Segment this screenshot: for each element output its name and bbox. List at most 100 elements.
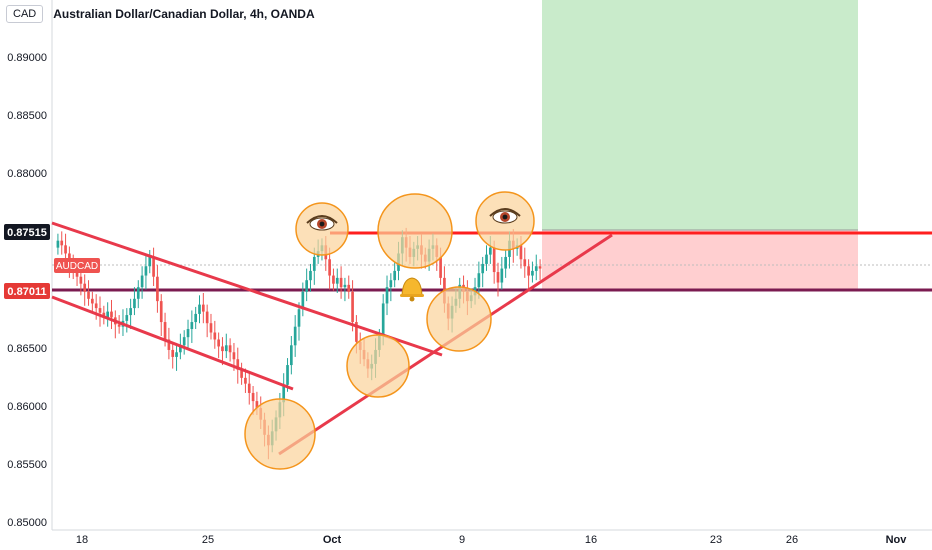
x-tick-label: Nov <box>886 534 908 546</box>
candle-down <box>496 272 500 283</box>
candle-up <box>136 287 140 299</box>
candle-down <box>492 247 496 273</box>
candle-down <box>519 245 523 260</box>
candle-up <box>309 270 312 281</box>
candle-up <box>144 266 148 276</box>
candle-down <box>255 401 259 409</box>
candle-down <box>355 322 358 342</box>
x-tick-label: 18 <box>76 534 88 546</box>
candle-down <box>201 304 205 312</box>
candle-down <box>171 349 175 357</box>
candle-down <box>523 259 527 267</box>
channel-upper-trendline[interactable] <box>51 221 443 357</box>
candle-up <box>500 268 504 283</box>
y-tick-label: 0.88500 <box>7 110 47 122</box>
candle-down <box>247 383 251 393</box>
candle-down <box>527 266 530 276</box>
channel-lower-trendline[interactable] <box>51 295 294 391</box>
candle-up <box>531 270 534 276</box>
highlight-circle-dip <box>426 286 492 352</box>
candle-up <box>481 263 485 274</box>
candle-down <box>332 275 335 284</box>
candle-up <box>190 322 194 330</box>
price-tag-support: 0.87011 <box>4 283 50 299</box>
y-tick-label: 0.85500 <box>7 459 47 471</box>
candle-down <box>83 283 87 292</box>
y-tick-label: 0.89000 <box>7 52 47 64</box>
y-tick-label: 0.85000 <box>7 517 47 529</box>
candle-up <box>343 284 347 288</box>
candle-down <box>240 369 243 378</box>
candle-up <box>186 329 190 338</box>
candle-down <box>236 359 240 370</box>
candle-up <box>56 240 60 248</box>
chart-title: Australian Dollar/Canadian Dollar, 4h, O… <box>53 7 315 21</box>
candle-up <box>301 291 305 310</box>
candle-up <box>175 352 178 357</box>
candle-up <box>282 384 286 403</box>
candle-up <box>198 304 201 314</box>
candle-down <box>213 332 217 340</box>
candle-up <box>290 345 293 366</box>
candle-up <box>385 287 389 304</box>
candle-down <box>167 339 171 350</box>
candle-up <box>488 247 492 255</box>
candle-up <box>179 345 182 353</box>
candle-down <box>538 266 542 269</box>
x-tick-label: 26 <box>786 534 798 546</box>
candle-up <box>140 275 144 288</box>
candle-down <box>328 259 331 276</box>
candle-down <box>102 312 106 318</box>
candle-up <box>305 280 308 292</box>
highlight-circle-low <box>244 398 316 470</box>
candle-up <box>485 254 488 264</box>
candle-up <box>129 308 132 316</box>
x-tick-label: 25 <box>202 534 214 546</box>
target-zone <box>542 0 858 230</box>
candle-down <box>94 303 98 309</box>
x-tick-label: 16 <box>585 534 597 546</box>
candle-up <box>335 277 339 284</box>
candle-up <box>224 345 228 352</box>
candle-down <box>339 277 343 288</box>
candle-down <box>117 324 121 327</box>
eye-icon <box>306 215 338 231</box>
price-tag-resistance: 0.87515 <box>4 224 50 240</box>
y-tick-label: 0.86500 <box>7 343 47 355</box>
candle-up <box>389 280 393 288</box>
candle-down <box>75 272 79 277</box>
candle-down <box>98 308 102 313</box>
candle-down <box>217 339 220 347</box>
candle-up <box>125 315 129 321</box>
candle-down <box>87 291 90 299</box>
price-tag-lower-text: 0.87011 <box>7 286 46 298</box>
candle-up <box>182 337 186 346</box>
x-tick-label: 23 <box>710 534 722 546</box>
candle-up <box>148 256 152 267</box>
candle-up <box>393 270 397 281</box>
candle-down <box>79 276 83 284</box>
candle-down <box>60 240 64 246</box>
candle-down <box>251 392 255 402</box>
highlight-circle-retest <box>346 334 410 398</box>
highlight-circle-top-mid <box>377 193 453 269</box>
candle-down <box>351 291 354 323</box>
candle-down <box>347 284 351 292</box>
candle-up <box>106 311 110 318</box>
price-tag-upper-text: 0.87515 <box>7 227 47 239</box>
currency-selector[interactable]: CAD <box>6 5 44 23</box>
candle-down <box>91 298 94 304</box>
candle-down <box>152 256 155 277</box>
x-tick-label: Oct <box>323 534 342 546</box>
candle-up <box>381 303 385 336</box>
candle-down <box>156 276 159 302</box>
candle-down <box>221 346 224 352</box>
candle-down <box>64 245 67 254</box>
candle-up <box>534 266 538 271</box>
chart-header: CAD Australian Dollar/Canadian Dollar, 4… <box>6 4 315 24</box>
candle-down <box>439 256 442 278</box>
y-tick-label: 0.86000 <box>7 401 47 413</box>
candle-up <box>297 309 301 327</box>
candle-down <box>110 311 113 318</box>
